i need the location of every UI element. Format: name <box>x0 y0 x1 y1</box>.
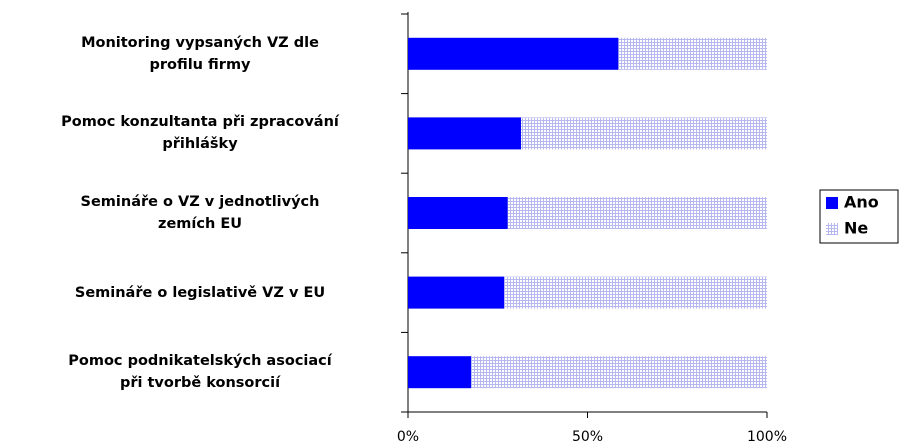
bar-segment <box>408 276 505 309</box>
legend-label: Ano <box>844 193 879 212</box>
bar-segment <box>507 197 767 229</box>
x-tick-label: 100% <box>747 429 787 445</box>
bar-segment <box>408 117 522 150</box>
bar-segment <box>618 37 767 70</box>
bar-segment <box>471 356 767 389</box>
bar-segment <box>521 117 767 150</box>
x-tick-label: 50% <box>572 429 603 445</box>
legend-label: Ne <box>844 219 868 238</box>
category-label: Pomoc podnikatelských asociací při tvorb… <box>68 353 332 392</box>
bar-segment <box>408 356 472 389</box>
category-label: Pomoc konzultanta při zpracování přihláš… <box>61 114 339 153</box>
legend-swatch <box>826 197 838 209</box>
bar-segment <box>504 276 767 309</box>
category-label: Monitoring vypsaných VZ dle profilu firm… <box>81 34 319 73</box>
category-label: Semináře o legislativě VZ v EU <box>74 284 326 301</box>
bar-segment <box>408 197 508 229</box>
x-tick-label: 0% <box>397 429 419 445</box>
category-label: Semináře o VZ v jednotlivých zemích EU <box>80 194 320 232</box>
bar-segment <box>408 37 619 70</box>
legend-swatch <box>826 223 838 235</box>
